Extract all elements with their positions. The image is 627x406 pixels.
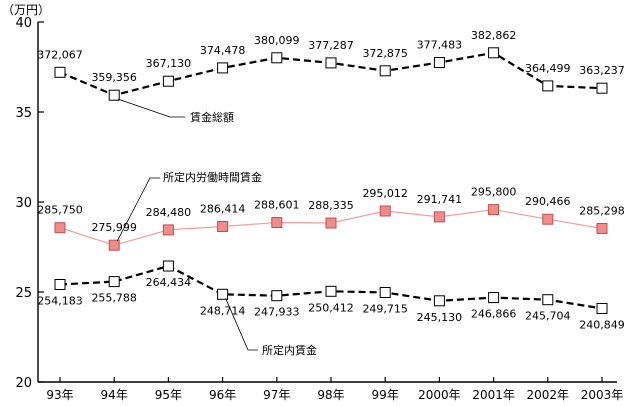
data-label: 264,434 bbox=[146, 276, 192, 289]
data-point bbox=[325, 285, 337, 297]
data-label: 372,875 bbox=[362, 47, 408, 60]
data-point bbox=[54, 222, 66, 234]
data-point bbox=[379, 287, 391, 298]
data-label: 275,999 bbox=[91, 221, 137, 234]
data-label: 285,298 bbox=[579, 205, 625, 218]
data-label: 372,067 bbox=[37, 48, 83, 61]
data-label: 250,412 bbox=[308, 301, 354, 314]
data-point bbox=[54, 66, 66, 78]
series-name-leader bbox=[116, 177, 160, 242]
series-2 bbox=[54, 204, 608, 251]
y-tick-label: 40 bbox=[15, 16, 32, 31]
data-point bbox=[433, 295, 445, 307]
data-label: 247,933 bbox=[254, 306, 300, 319]
data-label: 288,601 bbox=[254, 199, 300, 212]
data-label: 240,849 bbox=[579, 319, 625, 332]
x-tick-label: 2000年 bbox=[418, 388, 461, 402]
data-label: 364,499 bbox=[525, 62, 571, 75]
x-tick-label: 97年 bbox=[263, 388, 290, 402]
data-point bbox=[271, 52, 283, 64]
data-label: 284,480 bbox=[146, 206, 192, 219]
data-label: 249,715 bbox=[362, 303, 408, 316]
data-point bbox=[217, 62, 229, 74]
x-tick-label: 2001年 bbox=[472, 388, 515, 402]
x-tick-label: 94年 bbox=[101, 388, 128, 402]
x-tick-label: 95年 bbox=[155, 388, 182, 402]
series-3 bbox=[54, 260, 608, 314]
data-labels-layer: 372,067 359,356 367,130 374,478 380,099 377,2… bbox=[37, 29, 625, 357]
series-name-leader bbox=[225, 298, 258, 351]
data-point bbox=[54, 279, 66, 290]
y-tick-label: 35 bbox=[15, 106, 32, 121]
x-tick-label: 98年 bbox=[317, 388, 344, 402]
data-point bbox=[596, 82, 608, 94]
data-point bbox=[596, 303, 608, 314]
data-point bbox=[488, 292, 500, 304]
data-point bbox=[379, 205, 391, 217]
data-label: 380,099 bbox=[254, 34, 300, 47]
series-name-label: 所定内労働時間賃金 bbox=[163, 170, 262, 184]
y-tick-label: 20 bbox=[15, 376, 32, 391]
data-point bbox=[325, 217, 337, 229]
axes: 40 35 30 25 20 93年 94年 95年 96年 97年 98年 99年 2000年 2001… bbox=[15, 16, 623, 402]
data-point bbox=[217, 288, 229, 300]
data-point bbox=[162, 224, 174, 236]
data-point bbox=[162, 260, 174, 272]
data-point bbox=[488, 204, 500, 216]
data-label: 363,237 bbox=[579, 64, 625, 77]
data-label: 382,862 bbox=[471, 29, 517, 42]
data-label: 359,356 bbox=[91, 71, 137, 84]
data-point bbox=[108, 276, 120, 288]
data-label: 245,130 bbox=[417, 311, 463, 324]
data-point bbox=[542, 294, 554, 306]
data-label: 377,483 bbox=[417, 39, 463, 52]
series-1 bbox=[54, 47, 608, 101]
data-point bbox=[379, 65, 391, 77]
data-label: 248,714 bbox=[200, 304, 246, 317]
series-name-label: 所定内賃金 bbox=[262, 343, 317, 357]
data-label: 291,741 bbox=[417, 193, 463, 206]
data-label: 254,183 bbox=[37, 295, 83, 308]
data-label: 290,466 bbox=[525, 195, 571, 208]
series-layer bbox=[54, 47, 608, 314]
x-tick-label: 2003年 bbox=[581, 388, 624, 402]
data-label: 255,788 bbox=[91, 292, 137, 305]
data-label: 246,866 bbox=[471, 308, 517, 321]
data-point bbox=[108, 89, 120, 101]
data-point bbox=[217, 221, 229, 232]
y-tick-label: 25 bbox=[15, 286, 32, 301]
x-tick-label: 99年 bbox=[372, 388, 399, 402]
data-point bbox=[271, 290, 283, 302]
y-axis-unit-label: （万円） bbox=[2, 3, 50, 17]
data-label: 367,130 bbox=[146, 57, 192, 70]
data-label: 374,478 bbox=[200, 44, 246, 57]
data-point bbox=[108, 239, 120, 251]
data-point bbox=[488, 47, 500, 59]
x-tick-label: 96年 bbox=[209, 388, 236, 402]
data-label: 377,287 bbox=[308, 39, 354, 52]
y-tick-label: 30 bbox=[15, 196, 32, 211]
data-point bbox=[596, 223, 608, 234]
data-point bbox=[162, 75, 174, 87]
data-label: 295,800 bbox=[471, 186, 517, 199]
data-point bbox=[433, 211, 445, 223]
data-label: 286,414 bbox=[200, 203, 246, 216]
data-label: 288,335 bbox=[308, 199, 354, 212]
data-label: 295,012 bbox=[362, 187, 408, 200]
series-name-leader bbox=[118, 98, 185, 118]
data-point bbox=[433, 57, 445, 68]
data-label: 285,750 bbox=[37, 204, 83, 217]
data-point bbox=[271, 217, 283, 228]
series-name-label: 賃金総額 bbox=[190, 110, 234, 124]
data-point bbox=[542, 213, 554, 225]
data-point bbox=[325, 57, 337, 69]
x-tick-label: 93年 bbox=[46, 388, 73, 402]
x-tick-label: 2002年 bbox=[527, 388, 570, 402]
data-label: 245,704 bbox=[525, 310, 571, 323]
data-point bbox=[542, 80, 554, 92]
